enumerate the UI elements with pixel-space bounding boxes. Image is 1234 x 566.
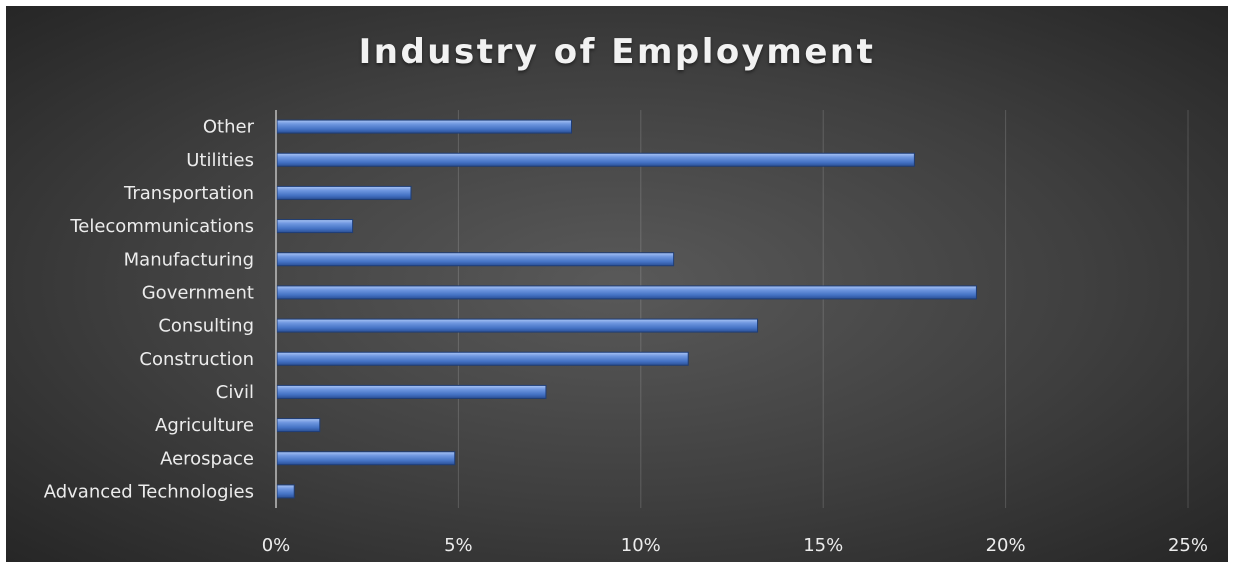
category-label: Consulting (158, 316, 254, 337)
category-label: Government (142, 282, 254, 303)
bar (276, 185, 412, 200)
x-tick-label: 5% (444, 535, 473, 556)
category-label: Other (203, 117, 255, 138)
chart-title: Industry of Employment (358, 32, 876, 72)
bar (276, 451, 456, 466)
bar (276, 252, 675, 267)
category-labels: Advanced Technologies Aerospace Agricultur… (44, 117, 255, 503)
category-label: Manufacturing (124, 249, 254, 270)
category-label: Construction (139, 349, 254, 370)
category-label: Transportation (123, 183, 254, 204)
bar (276, 484, 295, 499)
bar-chart-plot: Advanced Technologies Aerospace Agricultur… (44, 110, 1208, 556)
bar (276, 318, 759, 333)
bars (276, 119, 977, 499)
bar (276, 219, 354, 234)
category-label: Civil (216, 382, 254, 403)
bar (276, 351, 689, 366)
x-tick-label: 25% (1168, 535, 1208, 556)
category-label: Agriculture (155, 415, 254, 436)
bar (276, 384, 547, 399)
bar (276, 285, 977, 300)
bar (276, 418, 321, 433)
x-tick-label: 15% (803, 535, 843, 556)
category-label: Utilities (186, 150, 254, 171)
bar (276, 119, 572, 134)
bar (276, 152, 915, 167)
x-tick-label: 0% (262, 535, 291, 556)
x-tick-label: 20% (986, 535, 1026, 556)
category-label: Telecommunications (69, 216, 254, 237)
x-tick-labels: 0% 5% 10% 15% 20% 25% (262, 535, 1208, 556)
chart-area: Industry of Employment Advanced Technolo… (6, 6, 1228, 562)
category-label: Aerospace (160, 448, 254, 469)
x-tick-label: 10% (621, 535, 661, 556)
gridlines (457, 110, 1189, 508)
category-label: Advanced Technologies (44, 481, 254, 502)
